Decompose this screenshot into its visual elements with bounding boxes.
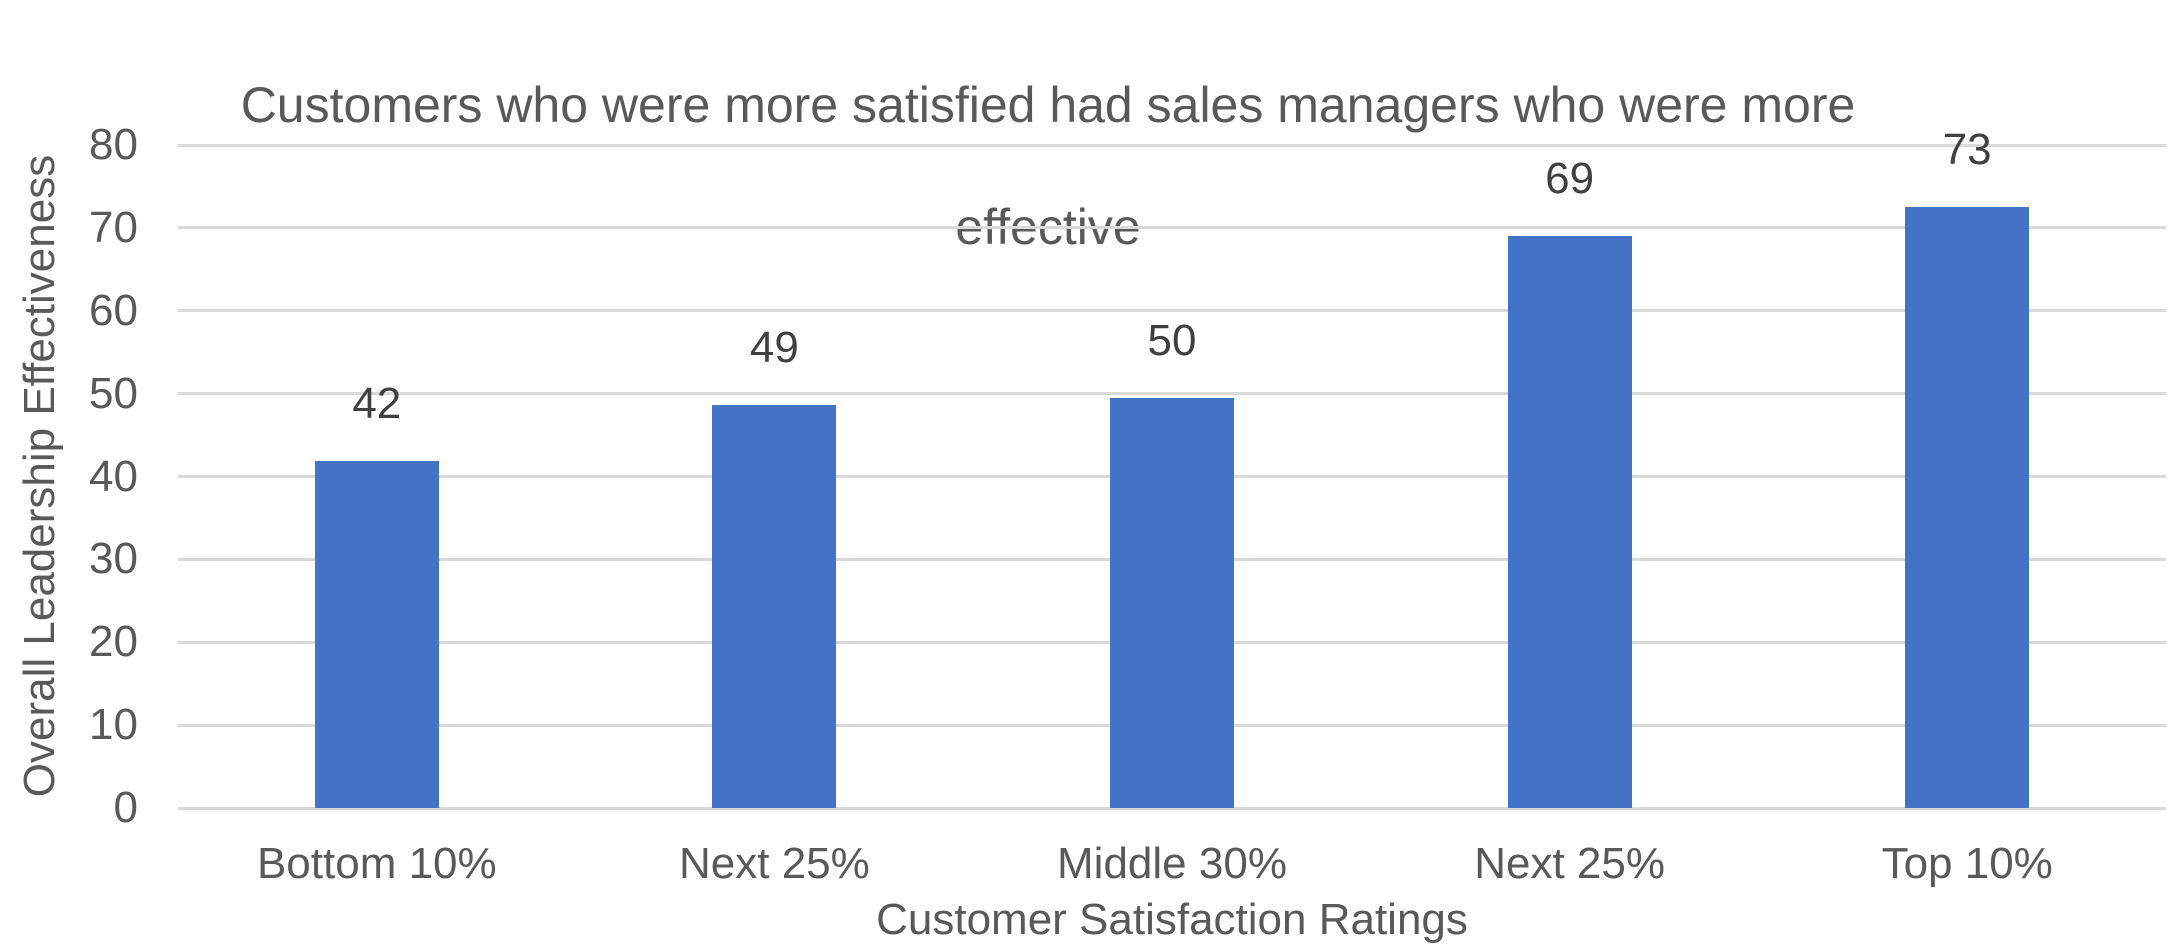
bar-value-label: 49: [749, 323, 799, 373]
bar-value-label: 69: [1545, 154, 1595, 204]
y-tick-label: 60: [89, 285, 138, 335]
gridline-y-70: [178, 226, 2166, 230]
bar-value-label: 50: [1147, 315, 1197, 365]
y-tick-label: 10: [89, 700, 138, 750]
x-tick-label: Top 10%: [1881, 839, 2053, 888]
gridline-y-50: [178, 392, 2166, 396]
x-axis-title: Customer Satisfaction Ratings: [876, 895, 1468, 944]
gridline-y-60: [178, 309, 2166, 313]
bar-top-10-: [1905, 207, 2030, 808]
bar-middle-30-: [1110, 397, 1234, 808]
chart-title: Customers who were more satisfied had sa…: [208, 14, 1888, 258]
chart-title-line-1: Customers who were more satisfied had sa…: [240, 77, 1856, 133]
bar-value-label: 73: [1942, 125, 1992, 175]
x-tick-label: Next 25%: [1474, 839, 1665, 888]
x-tick-label: Middle 30%: [1057, 839, 1287, 888]
bar-next-25-: [712, 405, 837, 808]
plot-area: 42 49 50 69 73: [178, 125, 2166, 810]
y-tick-label: 0: [113, 783, 138, 832]
bar-next-25-: [1507, 236, 1632, 808]
x-tick-label: Next 25%: [679, 839, 870, 888]
y-tick-label: 80: [89, 120, 138, 169]
y-tick-label: 40: [89, 451, 138, 501]
x-tick-label: Bottom 10%: [256, 839, 497, 888]
y-tick-label: 20: [89, 617, 138, 667]
y-tick-label: 70: [89, 202, 138, 252]
y-tick-label: 30: [89, 534, 138, 584]
gridline-y-80: [178, 143, 2166, 147]
y-tick-label: 50: [89, 368, 138, 418]
gridline-y-0: [178, 806, 2166, 810]
bar-value-label: 42: [352, 378, 402, 428]
bar-bottom-10-: [314, 460, 439, 808]
